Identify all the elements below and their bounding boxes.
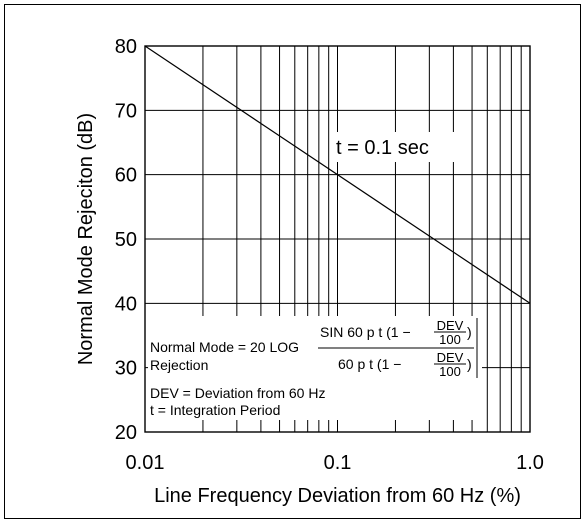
formula-num-frac-bottom: 100 — [439, 332, 461, 347]
formula-den-frac-bottom: 100 — [439, 364, 461, 379]
formula-lhs-line2: Rejection — [150, 357, 208, 373]
formula-num-close-paren: ) — [467, 324, 472, 340]
x-tick-label: 0.1 — [324, 452, 352, 474]
y-tick-label: 30 — [115, 358, 137, 380]
x-tick-label: 1.0 — [516, 452, 544, 474]
formula-definition-t: t = Integration Period — [150, 402, 280, 418]
y-tick-label: 60 — [115, 165, 137, 187]
y-tick-label: 40 — [115, 293, 137, 315]
tick-labels: 20 30 40 50 60 70 80 0.01 0.1 1.0 — [115, 36, 544, 474]
series-layer — [144, 45, 531, 304]
formula-box: Normal Mode = 20 LOG Rejection SIN 60 p … — [148, 316, 482, 420]
formula-den-close-paren: ) — [467, 356, 472, 372]
formula-num-frac-top: DEV — [437, 318, 464, 333]
y-tick-label: 50 — [115, 229, 137, 251]
formula-den-frac-top: DEV — [437, 350, 464, 365]
y-tick-label: 80 — [115, 36, 137, 58]
formula-background — [148, 316, 482, 420]
annotation-integration-time: t = 0.1 sec — [336, 137, 429, 159]
formula-definition-dev: DEV = Deviation from 60 Hz — [150, 385, 325, 401]
y-axis-label: Normal Mode Rejeciton (dB) — [75, 113, 97, 365]
plot-area — [144, 45, 531, 433]
chart-frame — [4, 4, 581, 519]
x-tick-label: 0.01 — [126, 452, 165, 474]
y-tick-label: 70 — [115, 100, 137, 122]
series-line — [144, 45, 531, 304]
formula-denominator: 60 p t (1 − — [338, 356, 401, 372]
annotation-background — [330, 132, 466, 162]
x-axis-label: Line Frequency Deviation from 60 Hz (%) — [154, 485, 521, 507]
formula-numerator: SIN 60 p t (1 − — [320, 324, 411, 340]
y-tick-label: 20 — [115, 422, 137, 444]
formula-lhs-line1: Normal Mode = 20 LOG — [150, 339, 299, 355]
